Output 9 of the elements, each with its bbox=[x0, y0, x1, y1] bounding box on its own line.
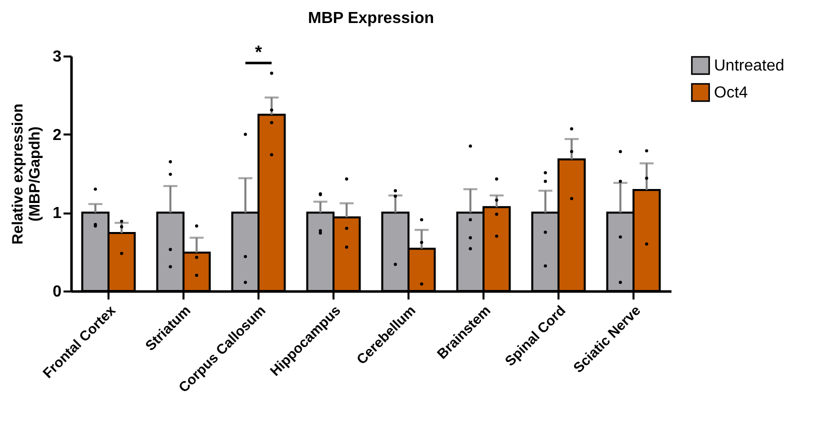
y-tick-label: 1 bbox=[52, 205, 62, 222]
y-axis-title: Relative expression (MBP/Gapdh) bbox=[10, 104, 44, 244]
y-tick-label: 2 bbox=[52, 126, 62, 144]
y-tick-label: 3 bbox=[52, 48, 62, 66]
y-tick-label: 0 bbox=[52, 284, 62, 300]
legend-label: Untreated bbox=[714, 58, 784, 74]
chart-title: MBP Expression bbox=[308, 10, 434, 27]
annotation: * bbox=[254, 42, 262, 62]
legend-label: Oct4 bbox=[714, 84, 748, 102]
